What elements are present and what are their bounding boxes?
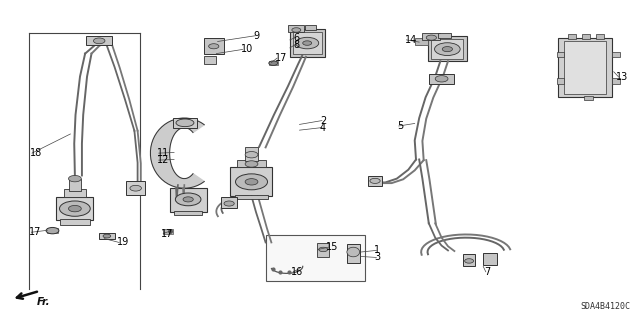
Bar — [170, 188, 207, 212]
Bar — [47, 228, 58, 233]
Text: 1: 1 — [374, 245, 381, 256]
Text: 7: 7 — [484, 267, 490, 277]
Text: 18: 18 — [30, 148, 42, 158]
Text: SDA4B4120C: SDA4B4120C — [580, 302, 630, 311]
Bar — [463, 254, 475, 266]
Ellipse shape — [236, 174, 268, 190]
Bar — [64, 189, 86, 197]
Bar — [288, 25, 304, 32]
Ellipse shape — [130, 185, 141, 191]
Ellipse shape — [245, 179, 258, 185]
Bar — [483, 253, 497, 265]
Bar — [126, 181, 145, 195]
Bar — [612, 78, 620, 84]
Ellipse shape — [435, 43, 460, 56]
Ellipse shape — [292, 28, 301, 32]
Bar — [415, 38, 428, 45]
Bar — [245, 147, 258, 161]
Bar — [564, 41, 606, 94]
Ellipse shape — [176, 119, 194, 127]
Ellipse shape — [245, 161, 258, 167]
Text: 19: 19 — [117, 237, 129, 248]
Bar — [56, 197, 93, 220]
Ellipse shape — [68, 175, 81, 182]
Text: 17: 17 — [29, 227, 42, 237]
Text: 5: 5 — [397, 121, 403, 131]
Bar — [557, 52, 564, 57]
Bar — [163, 229, 173, 234]
Ellipse shape — [103, 234, 111, 238]
Ellipse shape — [303, 41, 312, 45]
Text: 12: 12 — [157, 155, 169, 165]
Ellipse shape — [245, 152, 258, 158]
Ellipse shape — [93, 38, 105, 44]
Ellipse shape — [296, 37, 319, 49]
Bar — [69, 179, 81, 191]
Text: 2: 2 — [320, 115, 326, 126]
Bar — [237, 160, 266, 167]
Ellipse shape — [465, 259, 474, 263]
Text: Fr.: Fr. — [37, 297, 51, 307]
Bar — [557, 78, 564, 84]
Bar — [204, 38, 224, 54]
Ellipse shape — [426, 35, 436, 40]
Bar — [221, 197, 237, 208]
Bar — [86, 36, 112, 45]
Bar — [266, 235, 365, 281]
Bar — [584, 96, 593, 100]
Bar — [290, 29, 325, 57]
Bar — [317, 243, 329, 257]
Text: 8: 8 — [293, 40, 300, 50]
Text: 15: 15 — [326, 242, 339, 252]
Ellipse shape — [319, 247, 328, 252]
Bar — [235, 195, 268, 199]
Text: 13: 13 — [616, 71, 628, 82]
Text: 17: 17 — [161, 228, 173, 239]
Bar — [438, 33, 451, 38]
Bar — [612, 52, 620, 57]
Ellipse shape — [224, 201, 234, 206]
Bar — [422, 33, 440, 40]
Bar — [204, 56, 216, 64]
Ellipse shape — [209, 44, 219, 49]
Ellipse shape — [46, 227, 59, 234]
Bar — [269, 61, 278, 65]
Ellipse shape — [68, 205, 81, 212]
Bar — [293, 32, 322, 54]
Bar — [305, 25, 316, 30]
Text: 6: 6 — [293, 33, 300, 43]
Bar — [60, 219, 90, 225]
Text: 17: 17 — [275, 53, 287, 63]
Ellipse shape — [435, 76, 448, 82]
Bar — [558, 38, 612, 97]
Ellipse shape — [269, 61, 278, 65]
Bar — [596, 34, 604, 39]
Text: 16: 16 — [291, 267, 303, 277]
Bar — [99, 233, 115, 239]
Bar — [568, 34, 576, 39]
Bar — [582, 34, 590, 39]
Text: 9: 9 — [253, 31, 260, 41]
Ellipse shape — [183, 197, 193, 202]
Bar — [429, 74, 454, 84]
Text: 4: 4 — [320, 122, 326, 133]
Bar — [368, 176, 382, 186]
Polygon shape — [150, 118, 204, 188]
Bar — [431, 39, 463, 59]
Bar — [230, 167, 272, 196]
Ellipse shape — [60, 201, 90, 216]
Text: 11: 11 — [157, 148, 169, 158]
Text: 14: 14 — [404, 35, 417, 45]
Text: 10: 10 — [241, 44, 253, 55]
Bar — [174, 211, 202, 215]
Text: 3: 3 — [374, 252, 381, 263]
Ellipse shape — [175, 193, 201, 206]
Bar — [173, 118, 197, 128]
Ellipse shape — [370, 178, 380, 183]
Ellipse shape — [442, 47, 452, 52]
Bar — [347, 244, 360, 263]
Bar — [428, 36, 467, 61]
Ellipse shape — [347, 247, 360, 257]
